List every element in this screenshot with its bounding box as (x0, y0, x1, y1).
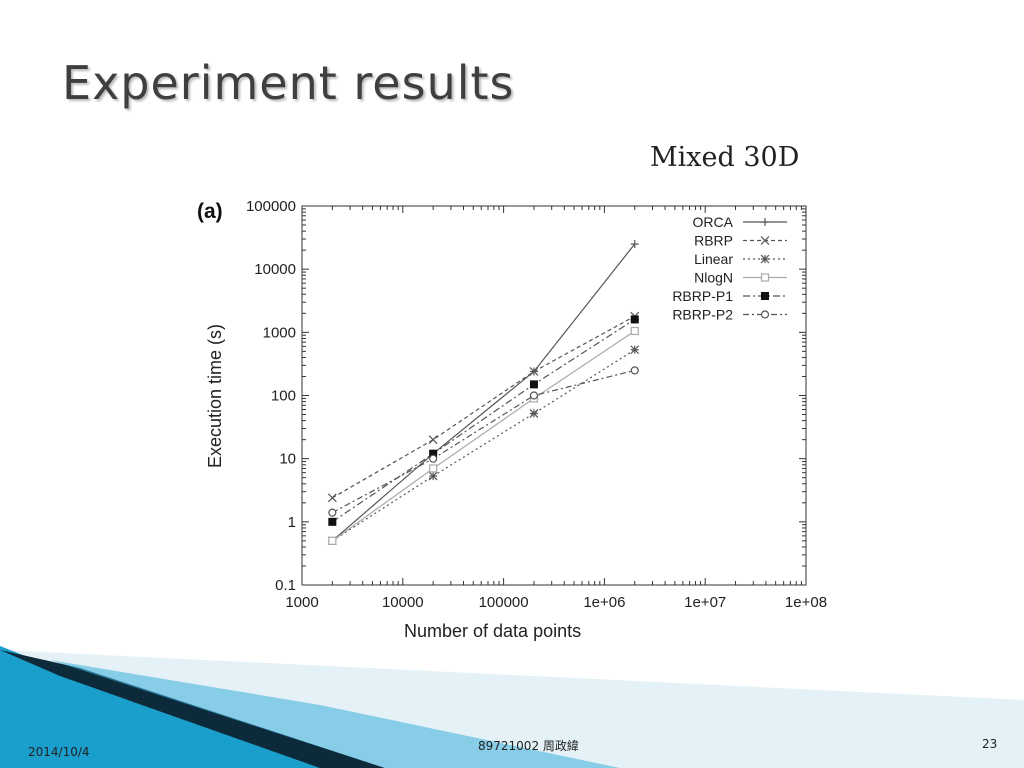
y-tick-label: 1 (288, 514, 296, 531)
marker-cross (760, 236, 770, 245)
legend-item-linear: Linear (694, 251, 787, 267)
footer-date: 2014/10/4 (28, 745, 90, 759)
x-tick-label: 100000 (479, 594, 529, 611)
series-orca (328, 240, 639, 545)
legend-label: NlogN (694, 270, 733, 286)
marker-square (761, 292, 769, 300)
marker-circle (630, 366, 639, 375)
legend-item-orca: ORCA (693, 214, 787, 230)
series-line-linear (332, 349, 636, 542)
marker-stroke (428, 471, 438, 481)
series-line-rbrp (332, 315, 636, 499)
marker-cross (428, 435, 438, 445)
y-tick-label: 100 (271, 388, 296, 405)
marker-circle-open (630, 366, 639, 375)
marker-square (630, 326, 639, 336)
marker-star (529, 409, 539, 418)
y-tick-label: 100000 (246, 198, 296, 215)
series-rbrp (327, 311, 640, 503)
series-rbrp-p1 (328, 315, 639, 526)
marker-square-open (760, 273, 770, 282)
footer-blue-wedge (0, 646, 385, 768)
marker-square-open (630, 326, 639, 336)
legend-label: RBRP (694, 233, 733, 249)
marker-stroke (760, 236, 770, 245)
marker-square-open (429, 464, 438, 473)
marker-star (760, 254, 770, 264)
marker-cross (529, 367, 539, 376)
y-tick-label: 10000 (254, 261, 296, 278)
legend-label: ORCA (693, 214, 734, 230)
chart-title: Mixed 30D (650, 142, 800, 173)
footer-dark-stripe (0, 650, 385, 768)
marker-circle (328, 508, 337, 517)
marker-circle-open (429, 454, 438, 463)
page-number: 23 (982, 737, 998, 751)
marker-stroke (529, 409, 539, 418)
series-line-nlogn (331, 330, 636, 542)
legend-item-rbrp: RBRP (694, 233, 787, 249)
marker-square-filled (529, 380, 538, 389)
x-tick-label: 1e+08 (785, 594, 827, 611)
marker-stroke (760, 254, 770, 264)
marker-plus (630, 240, 639, 249)
series-line-orca (331, 243, 636, 542)
series-linear (327, 345, 640, 546)
x-tick-label: 1e+07 (684, 594, 726, 611)
legend-label: RBRP-P2 (672, 307, 733, 323)
series-line-rbrp-p1 (332, 318, 636, 523)
marker-square (328, 536, 337, 545)
marker-square (760, 273, 770, 282)
legend-label: Linear (694, 251, 733, 267)
legend-item-rbrp-p2: RBRP-P2 (672, 307, 787, 323)
marker-square (630, 315, 639, 324)
marker-square-filled (761, 292, 769, 300)
legend-item-rbrp-p1: RBRP-P1 (672, 288, 787, 304)
marker-circle-open (529, 391, 539, 400)
marker-stroke (529, 367, 539, 376)
legend-item-nlogn: NlogN (694, 270, 787, 286)
legend-label: RBRP-P1 (672, 288, 733, 304)
marker-star (630, 345, 640, 355)
x-tick-label: 1000 (285, 594, 318, 611)
footer-mid-band (50, 660, 620, 768)
marker-square (429, 464, 438, 473)
y-axis-label: Execution time (s) (205, 324, 225, 468)
marker-star (428, 471, 438, 481)
x-axis-label: Number of data points (404, 621, 581, 641)
legend: ORCA RBRP Linear NlogN RBRP-P1 RBRP-P2 (672, 214, 787, 323)
marker-cross (327, 493, 337, 503)
marker-square (529, 380, 538, 389)
y-tick-label: 1000 (263, 324, 296, 341)
marker-square-filled (328, 517, 337, 526)
marker-circle (429, 454, 438, 463)
marker-square-filled (630, 315, 639, 324)
marker-square-open (328, 536, 337, 545)
marker-stroke (630, 345, 640, 355)
marker-circle-open (328, 508, 337, 517)
marker-stroke (428, 435, 438, 445)
y-tick-label: 0.1 (275, 577, 296, 594)
x-tick-label: 10000 (382, 594, 424, 611)
marker-plus (761, 218, 769, 226)
series-rbrp-p2 (328, 366, 639, 517)
footer-author: 89721002 周政緯 (478, 739, 579, 753)
x-tick-label: 1e+06 (583, 594, 625, 611)
marker-circle-open (760, 310, 770, 319)
y-tick-label: 10 (279, 451, 296, 468)
marker-circle (529, 391, 539, 400)
series-nlogn (328, 326, 639, 545)
marker-stroke (327, 493, 337, 503)
marker-square (328, 517, 337, 526)
slide-title: Experiment results (62, 56, 515, 110)
panel-label: (a) (197, 200, 223, 223)
series-line-rbrp-p2 (332, 369, 635, 514)
marker-circle (760, 310, 770, 319)
